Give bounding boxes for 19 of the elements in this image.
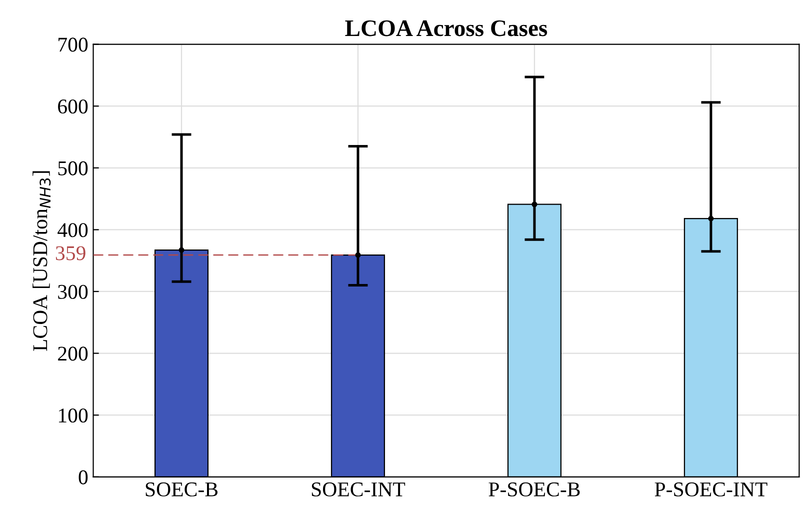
x-tick-label: P-SOEC-B [488, 482, 580, 496]
y-tick-label: 400 [58, 223, 88, 238]
point [355, 252, 361, 258]
point [532, 202, 538, 208]
x-tick-label: SOEC-B [146, 482, 218, 496]
y-tick-label: 200 [58, 346, 88, 361]
y-tick-label: 500 [58, 161, 88, 176]
y-tick-label: 700 [58, 38, 88, 52]
y-tick-label: 300 [58, 284, 88, 299]
ref-line-label: 359 [56, 246, 86, 260]
point [178, 247, 184, 253]
y-tick-label: 0 [78, 470, 88, 484]
x-tick-label: P-SOEC-INT [654, 482, 768, 496]
y-tick-label: 100 [58, 408, 88, 423]
y-tick-label: 600 [58, 99, 88, 114]
x-tick-label: SOEC-INT [312, 482, 406, 496]
point [708, 216, 714, 222]
y-axis-title: LCOA [USD/ton$_{NH3}$] [32, 171, 51, 351]
chart-title: LCOA Across Cases [345, 20, 548, 36]
